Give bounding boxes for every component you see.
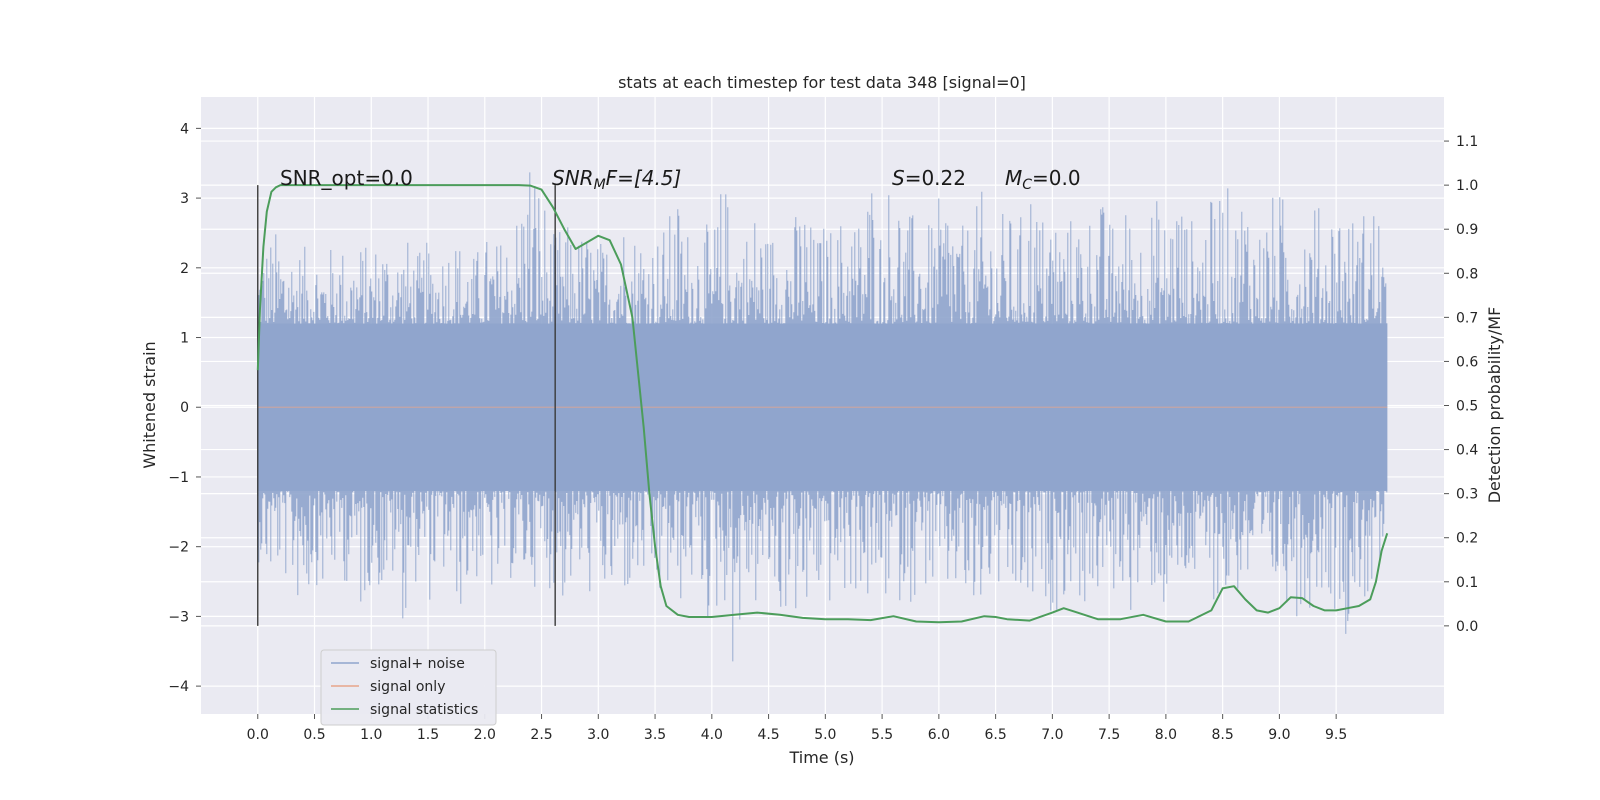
y-right-tick-label: 0.9 bbox=[1456, 222, 1478, 238]
x-tick-label: 1.0 bbox=[360, 727, 382, 743]
y-right-tick-label: 1.1 bbox=[1456, 134, 1478, 150]
x-tick-label: 2.0 bbox=[474, 727, 496, 743]
vertical-markers bbox=[257, 185, 556, 626]
y-left-tick-label: 4 bbox=[180, 121, 189, 137]
y-right-tick-label: 0.8 bbox=[1456, 266, 1478, 282]
y-left-tick-label: −3 bbox=[168, 609, 189, 625]
x-tick-label: 5.0 bbox=[814, 727, 836, 743]
y-right-tick-label: 1.0 bbox=[1456, 178, 1478, 194]
y-left-tick-label: −1 bbox=[168, 470, 189, 486]
y-left-tick-label: 1 bbox=[180, 331, 189, 347]
x-axis-ticks: 0.0 0.5 1.0 1.5 2.0 2.5 3.0 3.5 4.0 4.5 5.0 5.5 6.0 6… bbox=[247, 714, 1347, 743]
signal-statistics-series bbox=[256, 184, 1389, 624]
x-tick-label: 4.0 bbox=[701, 727, 723, 743]
annotation-snr-mf-prefix: SNR bbox=[552, 166, 594, 190]
y-left-tick-label: 2 bbox=[180, 261, 189, 277]
x-tick-label: 7.0 bbox=[1041, 727, 1063, 743]
annotation-mc-var: M bbox=[1005, 166, 1022, 190]
legend-box bbox=[320, 649, 497, 726]
y-left-axis-ticks: 4 3 2 1 0 −1 −2 −3 −4 bbox=[168, 121, 201, 695]
y-left-axis-label: Whitened strain bbox=[140, 341, 159, 468]
y-right-tick-label: 0.7 bbox=[1456, 310, 1478, 326]
legend-label-signal-noise: signal+ noise bbox=[370, 656, 465, 672]
x-tick-label: 6.0 bbox=[928, 727, 950, 743]
annotation-mc-sub: C bbox=[1022, 177, 1032, 193]
x-tick-label: 3.5 bbox=[644, 727, 666, 743]
x-tick-label: 7.5 bbox=[1098, 727, 1120, 743]
x-axis-label: Time (s) bbox=[788, 748, 854, 767]
legend: signal+ noise signal only signal statist… bbox=[320, 649, 497, 726]
x-tick-label: 0.5 bbox=[303, 727, 325, 743]
x-tick-label: 6.5 bbox=[984, 727, 1006, 743]
y-left-tick-label: −2 bbox=[168, 540, 189, 556]
x-tick-label: 8.5 bbox=[1212, 727, 1234, 743]
signal-noise-series bbox=[257, 172, 1388, 662]
y-right-tick-label: 0.6 bbox=[1456, 354, 1478, 370]
y-right-axis-ticks: 1.1 1.0 0.9 0.8 0.7 0.6 0.5 0.4 0.3 0.2 0.1 0.0 bbox=[1444, 134, 1478, 635]
legend-label-signal-only: signal only bbox=[370, 679, 445, 695]
y-right-tick-label: 0.5 bbox=[1456, 399, 1478, 415]
x-tick-label: 1.5 bbox=[417, 727, 439, 743]
annotation-s-var: S bbox=[892, 166, 905, 190]
x-tick-label: 2.5 bbox=[530, 727, 552, 743]
x-tick-label: 9.0 bbox=[1268, 727, 1290, 743]
x-tick-label: 5.5 bbox=[871, 727, 893, 743]
chart-title: stats at each timestep for test data 348… bbox=[618, 73, 1026, 92]
annotation-s: S=0.22 bbox=[892, 166, 966, 190]
y-right-axis-label: Detection probability/MF bbox=[1485, 307, 1504, 504]
x-tick-label: 4.5 bbox=[757, 727, 779, 743]
annotation-snr-mf-sub: M bbox=[594, 177, 606, 193]
y-right-tick-label: 0.1 bbox=[1456, 575, 1478, 591]
annotation-snr-mf-suffix: F=[4.5] bbox=[606, 166, 682, 190]
y-right-tick-label: 0.4 bbox=[1456, 443, 1478, 459]
annotation-s-value: =0.22 bbox=[905, 166, 966, 190]
annotation-mc-value: =0.0 bbox=[1032, 166, 1081, 190]
x-tick-label: 9.5 bbox=[1325, 727, 1347, 743]
y-left-tick-label: −4 bbox=[168, 679, 189, 695]
x-tick-label: 0.0 bbox=[247, 727, 269, 743]
legend-label-signal-statistics: signal statistics bbox=[370, 702, 478, 718]
annotation-snr-mf: SNRMF=[4.5] bbox=[552, 166, 681, 193]
annotation-snr-opt: SNR_opt=0.0 bbox=[280, 166, 413, 190]
x-tick-label: 3.0 bbox=[587, 727, 609, 743]
y-left-tick-label: 0 bbox=[180, 400, 189, 416]
y-right-tick-label: 0.3 bbox=[1456, 487, 1478, 503]
x-tick-label: 8.0 bbox=[1155, 727, 1177, 743]
y-right-tick-label: 0.0 bbox=[1456, 619, 1478, 635]
annotation-mc: MC=0.0 bbox=[1005, 166, 1081, 193]
y-right-tick-label: 0.2 bbox=[1456, 531, 1478, 547]
signal-statistics-line bbox=[256, 184, 1389, 624]
y-left-tick-label: 3 bbox=[180, 191, 189, 207]
